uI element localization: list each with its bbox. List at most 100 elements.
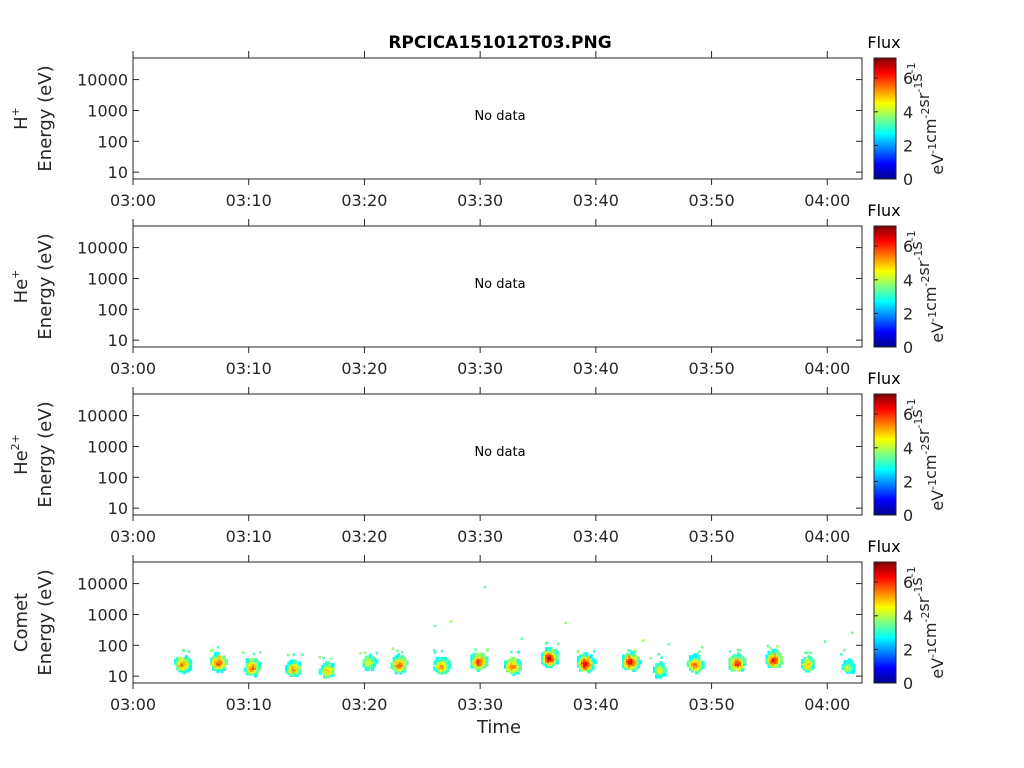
data-cell — [476, 652, 480, 658]
data-cell — [249, 658, 254, 663]
data-cell — [661, 663, 665, 668]
y-tick-label: 1000 — [87, 101, 128, 120]
data-cell — [295, 663, 299, 668]
colorbar-gradient — [873, 57, 897, 180]
data-cell — [591, 657, 595, 663]
data-cell — [323, 668, 327, 673]
data-cell — [699, 660, 703, 666]
y-tick-label: 10 — [108, 331, 128, 350]
data-cell — [216, 657, 220, 662]
data-cell — [809, 657, 813, 662]
data-cell — [657, 653, 661, 656]
colorbar-tick-label: 6 — [903, 237, 913, 256]
data-cell — [576, 656, 581, 661]
colorbar: Flux 0 2 4 6eV-1cm-2sr-1s-1 — [867, 369, 947, 525]
data-cell — [811, 664, 815, 669]
data-cell — [368, 653, 373, 659]
data-cell — [627, 649, 630, 652]
data-cell — [773, 648, 778, 654]
data-cell — [433, 666, 437, 671]
data-cell — [485, 656, 489, 661]
data-cell — [448, 660, 452, 665]
colorbar: Flux 0 2 4 6eV-1cm-2sr-1s-1 — [867, 201, 947, 357]
colorbar-unit-label: eV-1cm-2sr-1s-1 — [905, 62, 947, 174]
data-cell — [508, 658, 512, 664]
x-tick-label: 03:00 — [110, 695, 156, 714]
y-tick-label: 1000 — [87, 437, 128, 456]
data-cell — [450, 620, 453, 623]
data-cell — [517, 650, 520, 654]
figure-title: RPCICA151012T03.PNG — [388, 33, 611, 53]
data-cell — [474, 648, 477, 652]
data-cell — [256, 660, 260, 665]
y-axis-label: Energy (eV) — [35, 401, 56, 507]
x-tick-label: 03:30 — [457, 527, 503, 546]
data-cell — [176, 657, 180, 662]
data-cell — [445, 658, 450, 664]
data-cell — [622, 654, 626, 659]
x-tick-label: 03:00 — [110, 191, 156, 210]
data-cell — [638, 660, 642, 665]
plot-frame — [132, 561, 863, 684]
spectrogram-cells — [174, 585, 856, 679]
y-axis-label: Energy (eV) — [35, 65, 56, 171]
data-cell — [478, 652, 483, 658]
data-cell — [576, 650, 580, 653]
data-cell — [843, 648, 846, 652]
x-tick-label: 03:30 — [457, 191, 503, 210]
data-cell — [396, 653, 401, 658]
data-cell — [514, 658, 518, 664]
data-cell — [443, 656, 448, 662]
colorbar-gradient — [873, 225, 897, 348]
data-cell — [728, 665, 732, 670]
data-cell — [401, 655, 405, 660]
panel-he2plus: 03:00 03:10 03:20 03:30 03:40 03:50 04:00 10 100… — [9, 369, 947, 546]
data-cell — [178, 657, 182, 662]
data-cell — [318, 656, 322, 659]
data-cell — [292, 653, 296, 656]
x-tick-label: 03:00 — [110, 359, 156, 378]
x-tick-label: 03:50 — [689, 695, 735, 714]
data-cell — [541, 652, 545, 657]
data-cell — [661, 668, 665, 673]
y-tick-label: 10 — [108, 499, 128, 518]
data-cell — [549, 647, 553, 652]
data-cell — [686, 660, 691, 666]
data-cell — [216, 646, 220, 649]
data-cell — [655, 674, 659, 679]
data-cell — [591, 665, 595, 670]
data-cell — [659, 664, 663, 670]
data-cell — [587, 656, 591, 661]
data-cell — [659, 661, 663, 666]
data-cell — [405, 660, 409, 666]
data-cell — [186, 657, 190, 662]
data-cell — [363, 651, 366, 654]
data-cell — [259, 651, 262, 654]
x-tick-label: 03:00 — [110, 527, 156, 546]
x-tick-label: 03:50 — [689, 191, 735, 210]
data-cell — [695, 653, 699, 658]
data-cell — [222, 661, 226, 666]
data-cell — [293, 659, 297, 664]
data-cell — [216, 651, 220, 657]
data-cell — [845, 660, 850, 665]
data-cell — [767, 650, 771, 656]
data-cell — [212, 655, 216, 660]
data-cell — [390, 662, 394, 667]
x-tick-label: 03:20 — [341, 527, 387, 546]
panels: 03:00 03:10 03:20 03:30 03:40 03:50 04:0010100… — [9, 33, 947, 738]
data-cell — [187, 650, 191, 653]
x-tick-label: 03:10 — [226, 527, 272, 546]
data-cell — [632, 650, 636, 656]
charge-superscript: + — [9, 270, 22, 279]
x-tick-label: 03:10 — [226, 359, 272, 378]
data-cell — [366, 655, 370, 660]
data-cell — [370, 655, 375, 660]
data-cell — [325, 661, 329, 666]
data-cell — [506, 660, 510, 665]
data-cell — [437, 668, 441, 673]
data-cell — [545, 663, 549, 669]
data-cell — [510, 656, 514, 662]
data-cell — [435, 656, 439, 662]
data-cell — [624, 654, 628, 659]
